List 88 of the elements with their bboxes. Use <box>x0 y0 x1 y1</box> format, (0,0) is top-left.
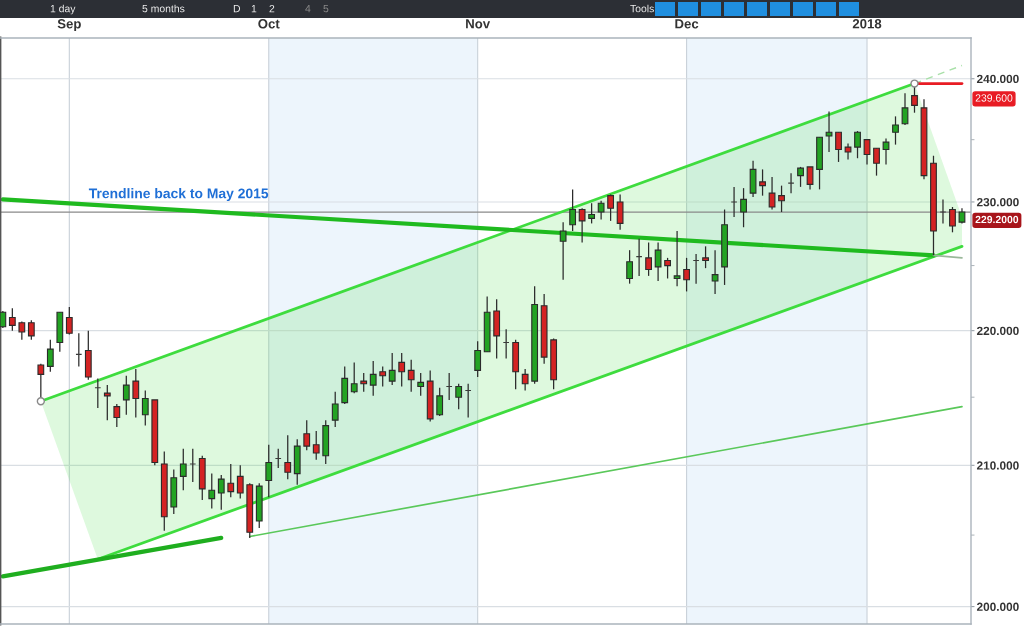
candlestick <box>616 193 624 231</box>
candlestick <box>863 139 871 166</box>
candlestick <box>208 472 216 510</box>
candlestick <box>892 115 899 146</box>
candlestick <box>369 360 377 397</box>
candlestick <box>18 320 26 341</box>
y-tick-label: 230.000 <box>976 197 1019 207</box>
y-tick-label: 240.000 <box>976 74 1019 84</box>
candlestick <box>768 176 776 211</box>
candlestick <box>179 448 187 491</box>
candlestick <box>597 200 605 221</box>
candlestick <box>303 419 311 451</box>
candlestick <box>312 430 320 461</box>
ref-line-label: 229.2000 <box>975 215 1019 224</box>
candlestick <box>388 352 396 386</box>
candlestick <box>844 142 852 161</box>
candlestick <box>398 352 406 388</box>
candlestick <box>578 207 586 244</box>
candlestick <box>331 391 339 428</box>
candlestick <box>778 185 785 213</box>
candlestick <box>711 249 719 295</box>
candlestick <box>588 202 596 225</box>
candlestick <box>654 241 662 282</box>
candlestick <box>683 257 690 293</box>
candlestick <box>787 172 795 194</box>
y-tick-label: 220.000 <box>976 326 1019 336</box>
candlestick <box>113 403 121 428</box>
text: 1 <box>251 5 257 13</box>
candlestick <box>350 361 358 394</box>
candlestick <box>103 384 111 421</box>
candlestick <box>873 147 880 177</box>
text: 5 <box>323 5 329 13</box>
candlestick <box>521 368 529 392</box>
text: 1 day <box>50 4 76 15</box>
candlestick <box>27 319 35 341</box>
candlestick <box>132 368 140 419</box>
text: 2 <box>269 4 275 13</box>
candlestick <box>949 206 956 233</box>
x-tick-label: 2018 <box>852 19 882 29</box>
candlestick <box>626 249 634 285</box>
candlestick <box>664 257 671 280</box>
candlestick <box>284 434 292 480</box>
candlestick <box>806 166 814 191</box>
candlestick <box>455 383 463 410</box>
candlestick <box>825 110 833 153</box>
candlestick <box>46 339 54 373</box>
candlestick <box>740 187 747 228</box>
candlestick <box>417 372 425 397</box>
y-tick-label: 210.000 <box>976 461 1019 470</box>
candlestick <box>645 241 653 277</box>
candlestick <box>835 131 842 163</box>
candlestick <box>379 365 387 388</box>
candlestick <box>730 186 738 218</box>
candlestick <box>759 168 766 197</box>
x-tick-label: Sep <box>57 19 81 32</box>
candlestick <box>65 306 73 336</box>
text: Tools <box>630 4 654 13</box>
candlestick <box>939 198 947 225</box>
candlestick <box>559 221 567 281</box>
candlestick <box>797 166 804 188</box>
annotation: Trendline back to May 2015 <box>88 188 269 202</box>
x-tick-label: Oct <box>258 19 280 29</box>
candlestick <box>217 474 225 511</box>
candlestick <box>749 160 757 198</box>
candlestick <box>607 193 615 222</box>
candlestick <box>436 387 444 417</box>
candlestick <box>227 463 235 498</box>
candlestick <box>407 359 415 393</box>
candlestick <box>882 137 890 166</box>
x-tick-label: Nov <box>466 19 491 29</box>
candlestick <box>189 448 197 483</box>
y-tick-label: 200.000 <box>976 602 1019 611</box>
text: 4 <box>305 5 311 13</box>
candlestick <box>569 188 577 232</box>
text: D <box>233 5 241 13</box>
candlestick <box>474 340 482 378</box>
x-tick-label: Dec <box>675 19 699 29</box>
text: 5 months <box>142 4 185 13</box>
candlestick <box>236 464 244 500</box>
candlestick <box>122 375 130 416</box>
data-label: 239.600 <box>975 94 1013 102</box>
candlestick <box>673 230 681 287</box>
candlestick <box>8 307 16 332</box>
candlestick <box>141 389 149 427</box>
candlestick <box>854 130 861 159</box>
candlestick <box>360 372 368 393</box>
candlestick <box>702 245 709 269</box>
candlestick <box>265 444 273 498</box>
